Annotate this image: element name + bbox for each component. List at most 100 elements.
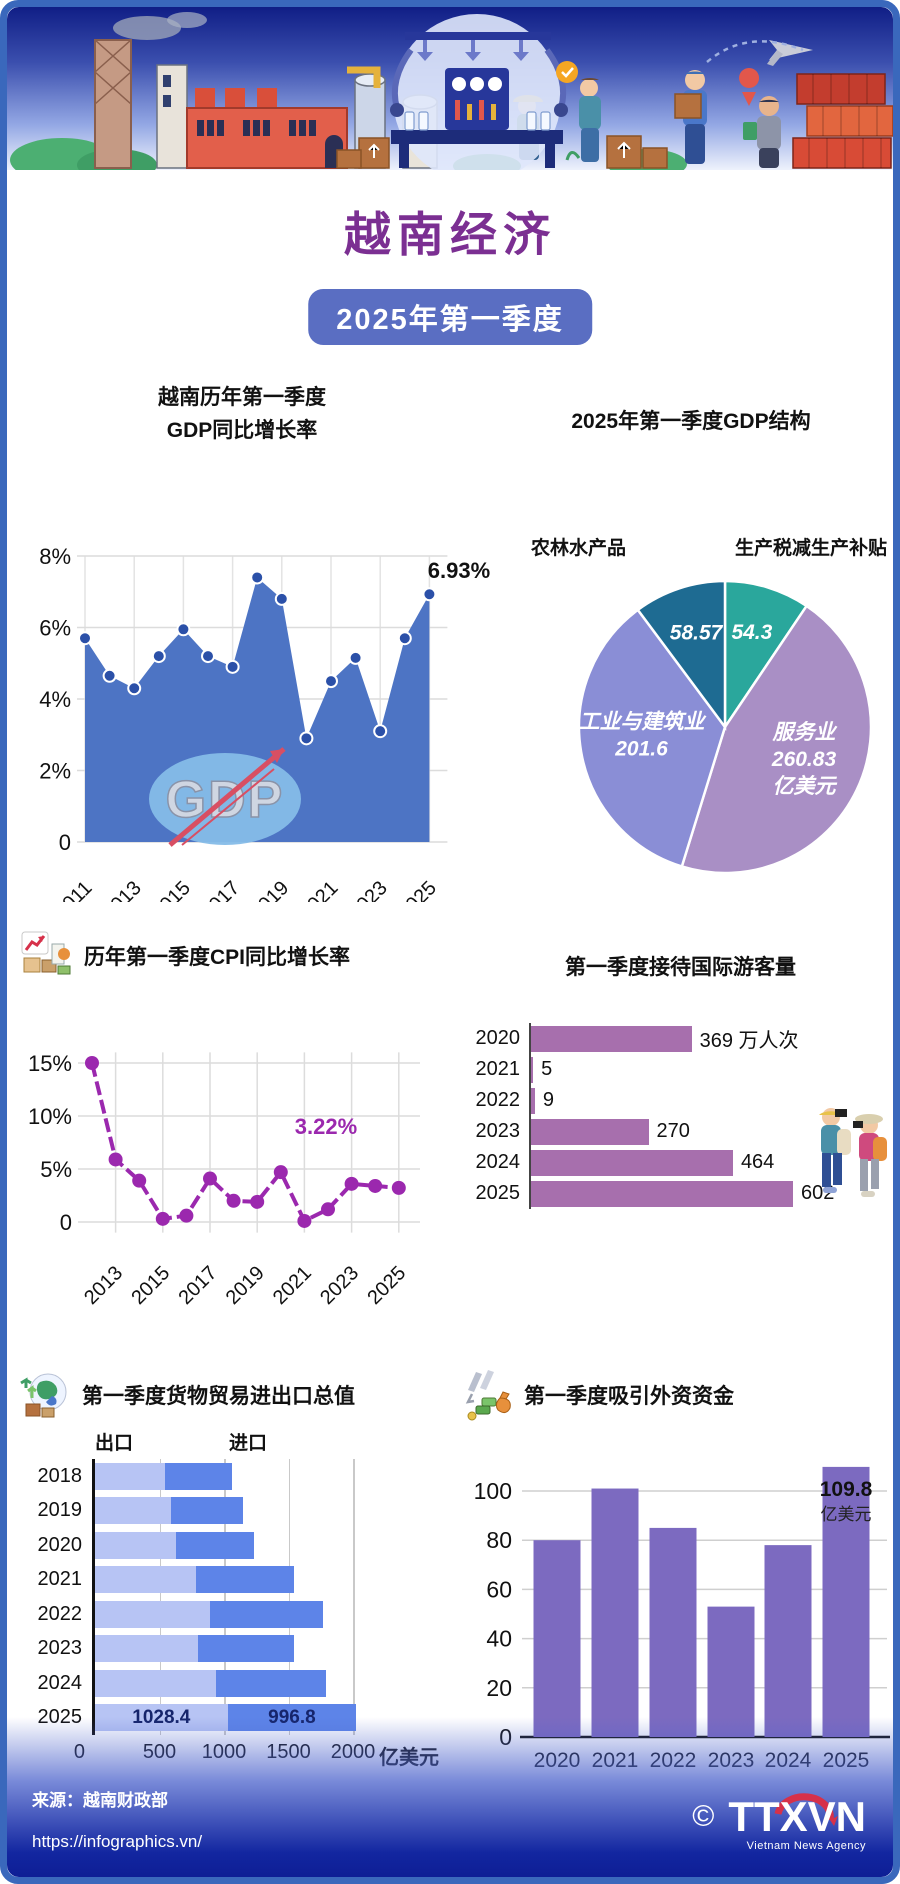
svg-text:6%: 6%: [39, 616, 71, 641]
svg-text:15%: 15%: [28, 1051, 72, 1076]
gdp-structure-pie-chart: 54.3 服务业 260.83 亿美元 工业与建筑业 201.6 58.57: [577, 579, 873, 875]
tourist-bar: [531, 1087, 535, 1114]
tourist-year-label: 2023: [475, 1120, 521, 1142]
svg-text:2025: 2025: [394, 877, 441, 902]
svg-text:0: 0: [60, 1210, 72, 1235]
logo-swoosh-icon: [774, 1793, 838, 1826]
agency-abbr: TTXVN: [728, 1793, 866, 1840]
gdp-chart-title: 越南历年第一季度 GDP同比增长率: [158, 386, 326, 442]
svg-text:2021: 2021: [269, 1262, 316, 1309]
export-bar-segment: [95, 1566, 196, 1594]
svg-text:2013: 2013: [99, 877, 146, 902]
import-bar-segment: [171, 1497, 244, 1525]
tourist-year-label: 2025: [475, 1182, 521, 1204]
trade-stacked-bar-chart: 201820192020202120222023202420251028.499…: [18, 1459, 473, 1735]
tourist-bar-row: 2020 369 万人次: [468, 1023, 893, 1054]
svg-text:100: 100: [474, 1478, 512, 1504]
svg-text:0: 0: [59, 830, 71, 855]
trade-year-label: 2018: [37, 1464, 83, 1487]
trade-legend-export: 出口: [95, 1433, 134, 1454]
footer-gradient: [7, 1717, 893, 1877]
trade-bar-row: 2024: [18, 1666, 473, 1701]
svg-text:2017: 2017: [197, 877, 244, 902]
trade-year-label: 2023: [37, 1637, 83, 1660]
export-bar-segment: [95, 1669, 216, 1697]
gdp-growth-section: 越南历年第一季度 GDP同比增长率 02%4%6%8%GDP2011201320…: [22, 382, 492, 924]
trade-year-label: 2019: [37, 1499, 83, 1522]
fdi-chart-title: 第一季度吸引外资资金: [524, 1385, 734, 1408]
trade-bar-row: 2019: [18, 1493, 473, 1528]
svg-text:2019: 2019: [246, 877, 293, 902]
svg-text:6.93%: 6.93%: [428, 558, 490, 583]
tourists-chart-title: 第一季度接待国际游客量: [565, 956, 796, 979]
svg-text:8%: 8%: [39, 544, 71, 569]
tourist-bar: [531, 1056, 534, 1083]
agency-logo: © TTXVN Vietnam News Agency: [692, 1793, 866, 1852]
trade-year-label: 2024: [37, 1671, 83, 1694]
header-illustration-band: [7, 7, 893, 170]
period-badge: 2025年第一季度: [308, 289, 592, 345]
svg-text:2015: 2015: [127, 1262, 174, 1309]
svg-text:2023: 2023: [316, 1262, 363, 1309]
svg-text:3.22%: 3.22%: [295, 1114, 357, 1139]
import-bar-segment: [197, 1635, 295, 1663]
trade-legend-import: 进口: [229, 1433, 268, 1454]
import-bar-segment: [215, 1669, 326, 1697]
svg-text:20: 20: [486, 1675, 512, 1701]
tourist-bar-row: 2023 270: [468, 1116, 893, 1147]
trade-bar-row: 2018: [18, 1459, 473, 1494]
export-bar-segment: [95, 1462, 166, 1490]
tourist-bar-row: 2024 464: [468, 1147, 893, 1178]
tourist-bar: [531, 1180, 793, 1207]
svg-text:2011: 2011: [51, 877, 97, 902]
trade-year-label: 2020: [37, 1533, 83, 1556]
trade-bar-row: 2022: [18, 1597, 473, 1632]
pie-label-tax: 生产税减生产补贴: [734, 538, 887, 559]
svg-text:2015: 2015: [148, 877, 195, 902]
trade-bar-row: 2023: [18, 1631, 473, 1666]
import-bar-segment: [165, 1462, 232, 1490]
tourist-bar-row: 2025 602: [468, 1178, 893, 1209]
export-bar-segment: [95, 1635, 198, 1663]
export-bar-segment: [95, 1531, 177, 1559]
tourist-bar: [531, 1025, 692, 1052]
svg-text:2%: 2%: [39, 759, 71, 784]
source-url: https://infographics.vn/: [32, 1832, 203, 1851]
tourist-value-label: 270: [656, 1120, 690, 1142]
copyright-icon: ©: [692, 1800, 715, 1833]
trade-bar-row: 2020: [18, 1528, 473, 1563]
svg-text:2023: 2023: [345, 877, 392, 902]
tourists-bar-chart: 2020 369 万人次 2021 5 2022 9 2023 270 2024 464 2025 6…: [468, 1023, 893, 1209]
tourist-year-label: 2024: [475, 1151, 521, 1173]
svg-text:54.3: 54.3: [731, 621, 772, 644]
trade-year-label: 2022: [37, 1602, 83, 1625]
trade-chart-title: 第一季度货物贸易进出口总值: [82, 1385, 355, 1408]
import-bar-segment: [176, 1531, 254, 1559]
svg-text:58.57: 58.57: [670, 622, 724, 645]
svg-text:2017: 2017: [175, 1262, 222, 1309]
agency-name: Vietnam News Agency: [746, 1840, 866, 1852]
trade-globe-icon: [20, 1373, 67, 1418]
svg-text:4%: 4%: [39, 687, 71, 712]
svg-text:60: 60: [486, 1576, 512, 1602]
gdp-structure-title: 2025年第一季度GDP结构: [571, 410, 811, 433]
cpi-line-chart: 0 5% 10% 15% 2013 2015 2017 2019 2021 2023 2025 3.2…: [28, 1051, 420, 1309]
tourist-year-label: 2021: [475, 1058, 521, 1080]
export-bar-segment: [95, 1600, 210, 1628]
cpi-section: 历年第一季度CPI同比增长率 0 5% 10% 15% 2013 2015 2017 2019…: [18, 928, 470, 1319]
svg-text:10%: 10%: [28, 1104, 72, 1129]
svg-text:40: 40: [486, 1626, 512, 1652]
tourists-illustration: [819, 1108, 887, 1197]
svg-text:2019: 2019: [222, 1262, 269, 1309]
svg-text:2021: 2021: [296, 877, 343, 902]
export-bar-segment: [95, 1497, 172, 1525]
svg-text:2025: 2025: [363, 1262, 410, 1309]
tourists-section: 第一季度接待国际游客量 2020 369 万人次 2021 5 2022 9 2023 270…: [468, 935, 893, 1209]
trade-legend: 出口 进口: [95, 1428, 473, 1455]
tourist-bar: [531, 1149, 733, 1176]
page-title: 越南经济: [344, 208, 556, 261]
svg-text:109.8: 109.8: [820, 1478, 873, 1501]
gdp-structure-section: 2025年第一季度GDP结构 农林水产品 生产税减生产补贴 54.3 服务业 260…: [495, 395, 887, 895]
